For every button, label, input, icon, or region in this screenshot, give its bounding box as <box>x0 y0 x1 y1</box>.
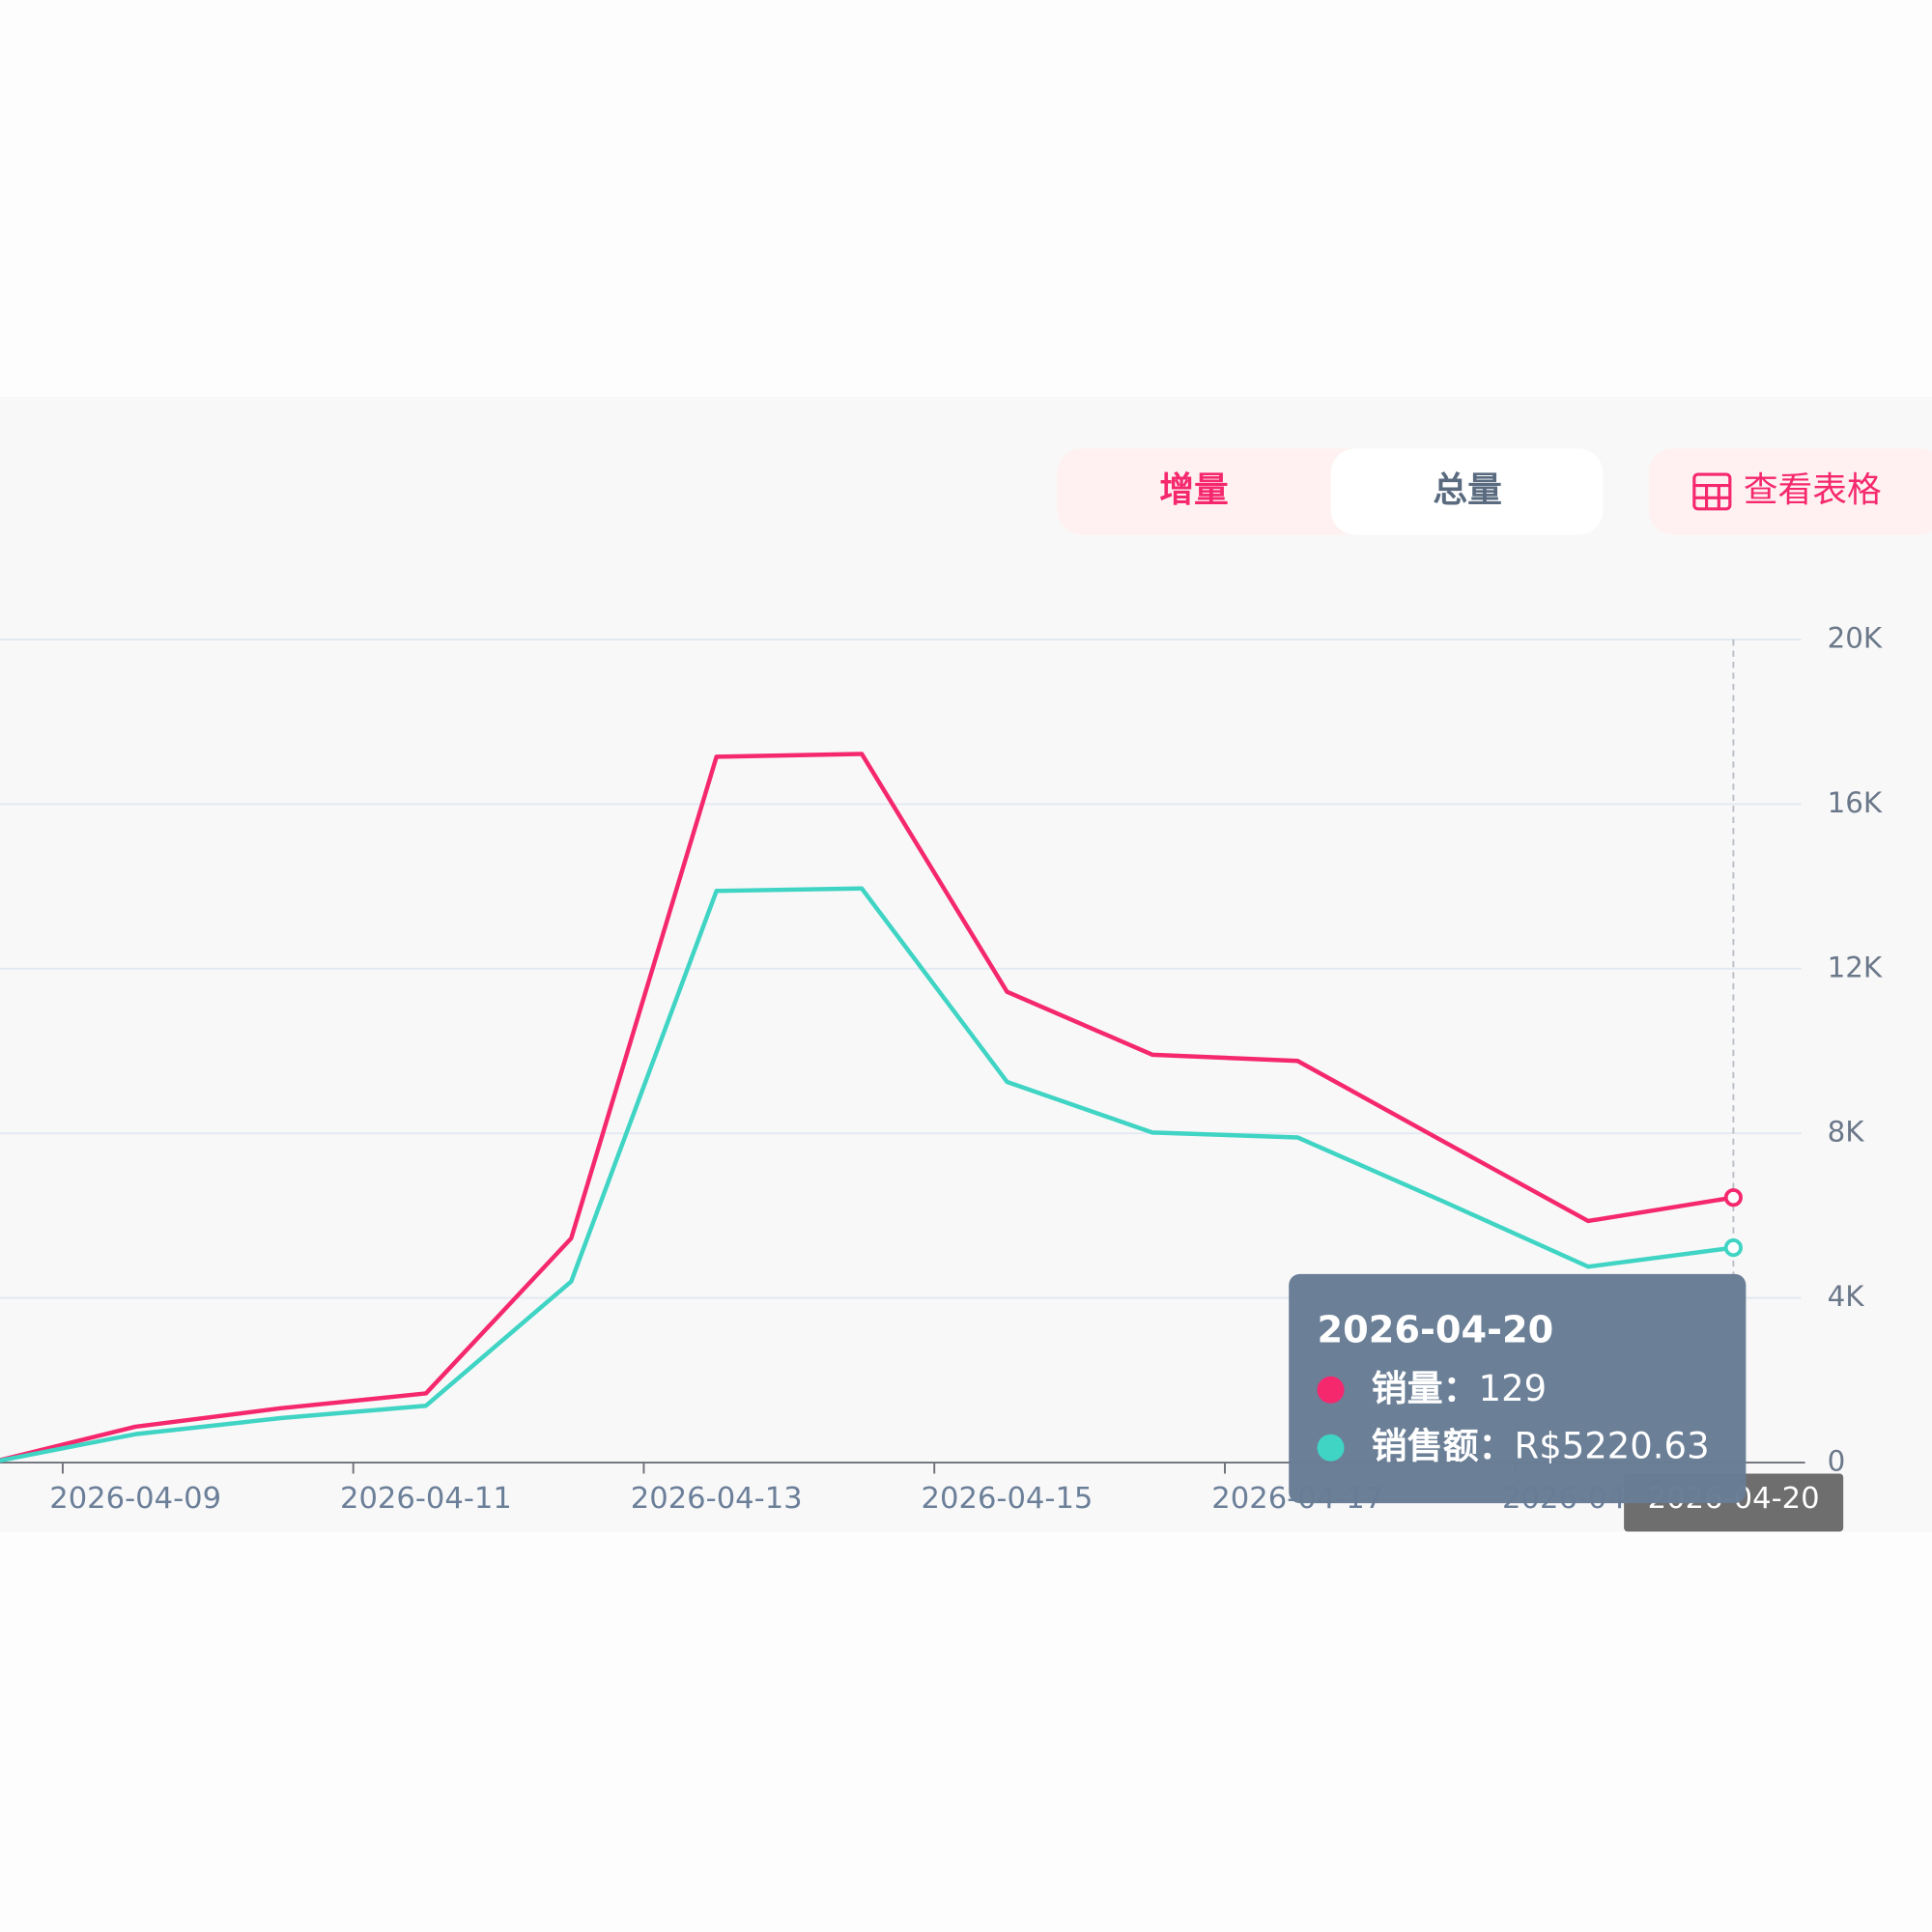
table-button[interactable]: 查看表格 <box>1744 470 1882 510</box>
toggle-increment[interactable]: 增量 <box>1159 470 1228 510</box>
y-tick-label: 20K <box>1828 621 1883 654</box>
tooltip-separator: ： <box>1479 1425 1515 1466</box>
tooltip-marker <box>1317 1434 1345 1462</box>
tooltip-value: 129 <box>1479 1367 1548 1408</box>
tooltip-bg <box>1289 1273 1747 1504</box>
toggle-total[interactable]: 总量 <box>1433 470 1501 510</box>
highlight-point <box>1723 1188 1743 1208</box>
tooltip-marker <box>1317 1376 1345 1404</box>
tooltip-title: 2026-04-20 <box>1318 1308 1554 1351</box>
x-tick-label: 2026-04-13 <box>631 1482 803 1516</box>
highlight-point <box>1723 1238 1743 1258</box>
y-tick-label: 16K <box>1828 786 1883 819</box>
x-tick-label: 2026-04-15 <box>922 1482 1094 1516</box>
x-tick-label: 2026-04-11 <box>340 1482 512 1516</box>
y-tick-label: 4K <box>1828 1280 1865 1313</box>
series-line <box>0 886 1734 1463</box>
tooltip-series-name: 销量 <box>1372 1367 1443 1408</box>
table-icon <box>1692 472 1732 511</box>
plot: 0 4K 8K 12K 16K 20K 2026-04-09 2026-04-11 2026-0… <box>0 621 1883 1532</box>
y-tick-label: 8K <box>1828 1116 1865 1149</box>
table-button-bg[interactable] <box>1648 448 1932 535</box>
tooltip-separator: ： <box>1443 1367 1479 1408</box>
x-tick-label: 2026-04-09 <box>49 1482 221 1516</box>
y-tick-label: 12K <box>1828 951 1883 983</box>
tooltip-value: R$5220.63 <box>1515 1425 1710 1466</box>
toggle-total-bg <box>1330 448 1604 535</box>
series-line <box>0 752 1734 1463</box>
y-tick-label: 0 <box>1828 1445 1846 1478</box>
tooltip-item: 销量：129 <box>1372 1367 1547 1408</box>
tooltip-series-name: 销售额 <box>1372 1425 1479 1466</box>
tooltip-item: 销售额：R$5220.63 <box>1372 1425 1710 1466</box>
